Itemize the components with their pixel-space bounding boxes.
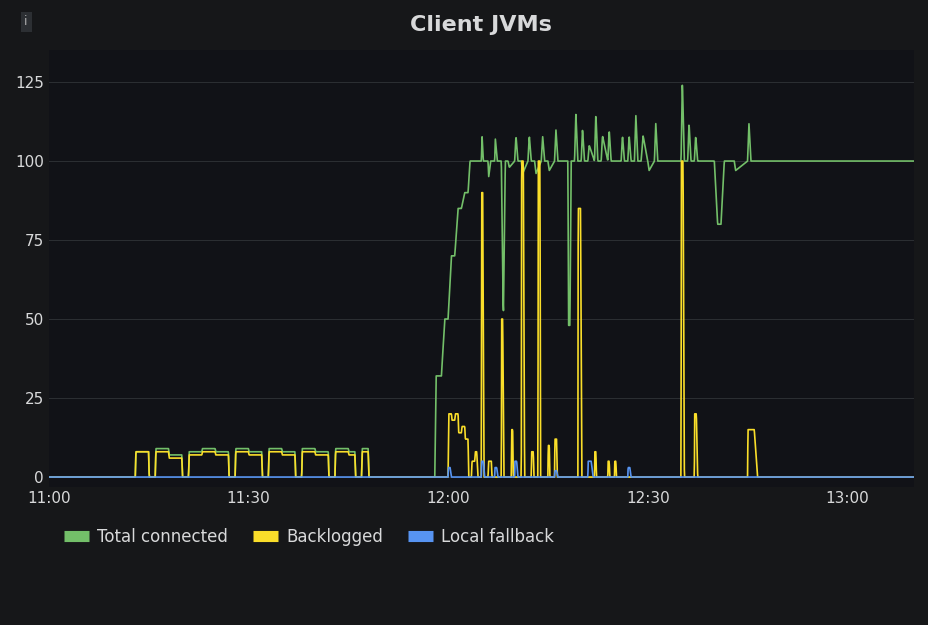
Legend: Total connected, Backlogged, Local fallback: Total connected, Backlogged, Local fallb… <box>57 521 561 552</box>
Text: i: i <box>24 16 28 28</box>
Title: Client JVMs: Client JVMs <box>410 15 552 35</box>
